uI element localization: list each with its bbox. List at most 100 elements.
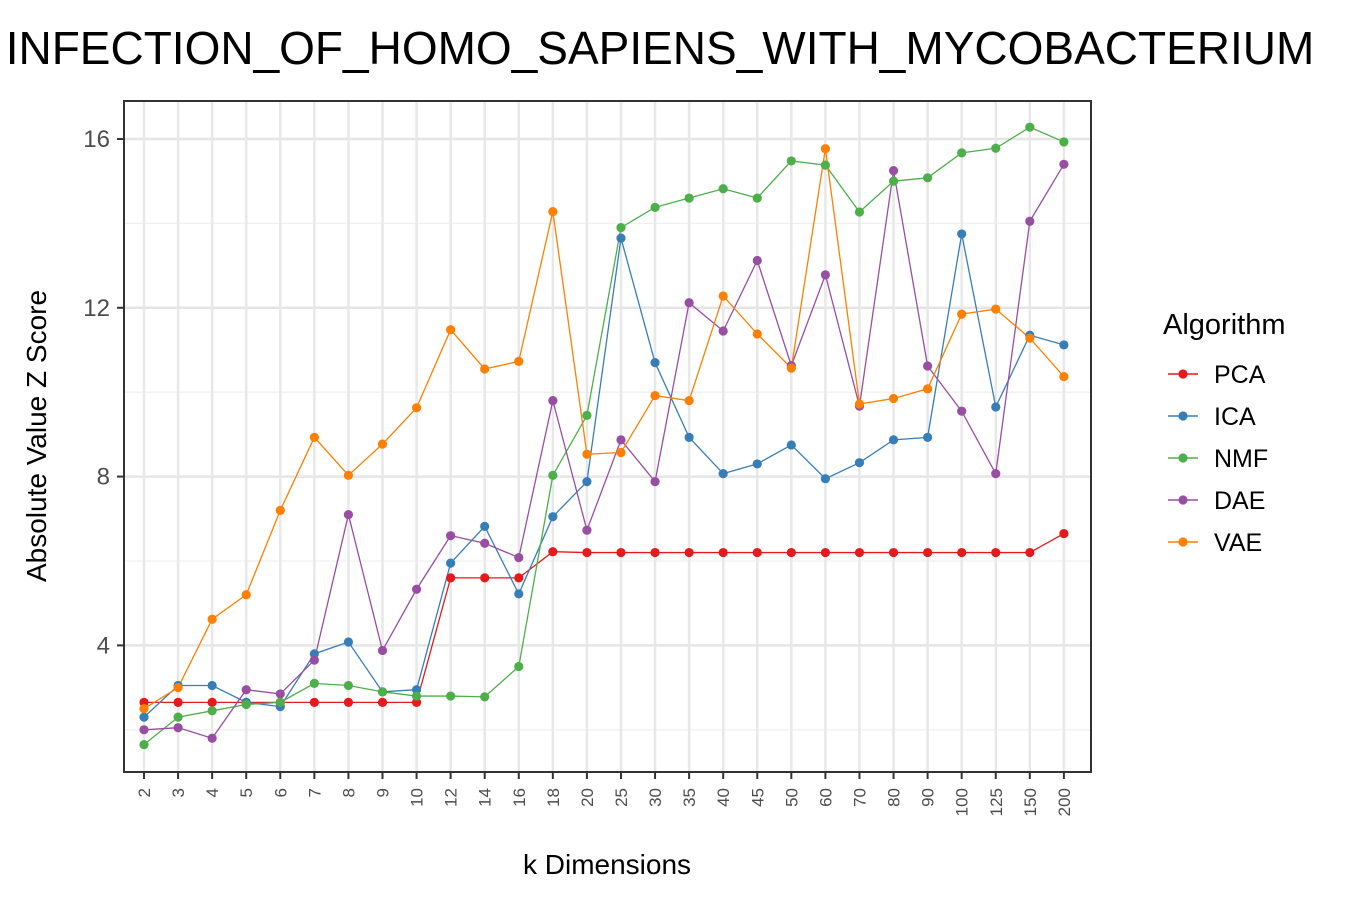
point-pca xyxy=(957,547,967,558)
legend-key-point xyxy=(1178,369,1188,379)
point-dae xyxy=(343,509,354,520)
point-pca xyxy=(888,547,899,558)
point-pca xyxy=(650,547,660,558)
legend-label-pca: PCA xyxy=(1214,361,1266,389)
point-ica xyxy=(786,440,796,450)
point-dae xyxy=(820,270,831,280)
point-ica xyxy=(888,435,899,445)
point-pca xyxy=(582,547,592,558)
point-ica xyxy=(718,469,728,479)
point-vae xyxy=(173,682,183,693)
point-vae xyxy=(207,614,217,624)
x-tick-label: 9 xyxy=(373,788,392,797)
point-nmf xyxy=(820,160,831,170)
x-tick-label: 10 xyxy=(408,788,427,807)
point-dae xyxy=(616,435,626,445)
y-tick-label: 4 xyxy=(97,632,110,659)
point-nmf xyxy=(173,712,183,722)
point-nmf xyxy=(957,148,967,158)
point-nmf xyxy=(991,143,1001,153)
point-vae xyxy=(480,364,490,374)
point-vae xyxy=(582,449,592,459)
legend-label-ica: ICA xyxy=(1214,403,1256,431)
point-ica xyxy=(854,458,865,468)
point-nmf xyxy=(752,193,762,203)
panel-border xyxy=(123,100,1092,773)
point-vae xyxy=(446,325,456,335)
point-nmf xyxy=(548,470,558,480)
point-dae xyxy=(888,166,899,176)
point-dae xyxy=(752,255,762,266)
point-nmf xyxy=(514,661,524,672)
legend-key-point xyxy=(1178,453,1188,463)
point-vae xyxy=(752,329,762,339)
point-nmf xyxy=(684,193,694,203)
point-vae xyxy=(548,206,558,217)
point-vae xyxy=(786,363,796,373)
x-tick-label: 70 xyxy=(850,788,869,807)
point-vae xyxy=(139,704,149,714)
point-vae xyxy=(1025,333,1035,343)
point-dae xyxy=(923,361,933,371)
x-tick-label: 80 xyxy=(885,788,904,807)
x-tick-label: 7 xyxy=(305,788,324,797)
legend: Algorithm PCA ICA NMF DAE VAE xyxy=(1163,309,1286,557)
point-nmf xyxy=(616,223,626,233)
point-vae xyxy=(991,304,1001,314)
point-vae xyxy=(854,399,865,409)
point-nmf xyxy=(718,184,728,194)
point-vae xyxy=(650,390,660,401)
x-tick-label: 3 xyxy=(169,788,188,797)
x-tick-label: 40 xyxy=(714,788,733,807)
point-nmf xyxy=(786,156,796,166)
point-vae xyxy=(888,393,899,404)
chart-title: INFECTION_OF_HOMO_SAPIENS_WITH_MYCOBACTE… xyxy=(6,22,1315,74)
legend-title: Algorithm xyxy=(1163,309,1286,341)
x-tick-label: 125 xyxy=(987,788,1006,816)
point-dae xyxy=(514,553,524,563)
point-nmf xyxy=(888,176,899,186)
point-ica xyxy=(616,233,626,243)
x-tick-label: 12 xyxy=(442,788,461,807)
point-vae xyxy=(923,384,933,394)
point-pca xyxy=(854,547,865,558)
point-ica xyxy=(820,474,831,484)
point-pca xyxy=(616,547,626,558)
point-ica xyxy=(752,459,762,469)
point-pca xyxy=(514,573,524,583)
point-vae xyxy=(957,309,967,319)
point-dae xyxy=(275,689,285,699)
point-pca xyxy=(684,547,694,558)
point-nmf xyxy=(1059,137,1069,147)
x-tick-label: 16 xyxy=(510,788,529,807)
point-pca xyxy=(1025,547,1035,558)
point-pca xyxy=(139,697,149,707)
point-dae xyxy=(411,584,422,594)
point-ica xyxy=(411,685,422,695)
point-dae xyxy=(991,469,1001,479)
legend-key-point xyxy=(1178,411,1188,421)
point-vae xyxy=(718,291,728,301)
point-pca xyxy=(411,697,422,707)
point-ica xyxy=(957,229,967,239)
point-dae xyxy=(1025,216,1035,226)
legend-key-point xyxy=(1178,495,1188,505)
point-dae xyxy=(446,531,456,541)
point-ica xyxy=(446,558,456,568)
series-line-vae xyxy=(143,148,1065,710)
x-tick-label: 20 xyxy=(578,788,597,807)
point-nmf xyxy=(854,207,865,217)
point-pca xyxy=(991,547,1001,558)
point-vae xyxy=(411,403,422,413)
x-tick-label: 90 xyxy=(919,788,938,807)
point-nmf xyxy=(1025,122,1035,132)
x-axis-label: k Dimensions xyxy=(523,849,691,880)
point-dae xyxy=(309,655,319,665)
point-dae xyxy=(1059,159,1069,169)
point-ica xyxy=(684,432,694,442)
x-tick-label: 60 xyxy=(816,788,835,807)
point-vae xyxy=(514,356,524,366)
point-vae xyxy=(377,439,388,449)
point-nmf xyxy=(923,173,933,183)
